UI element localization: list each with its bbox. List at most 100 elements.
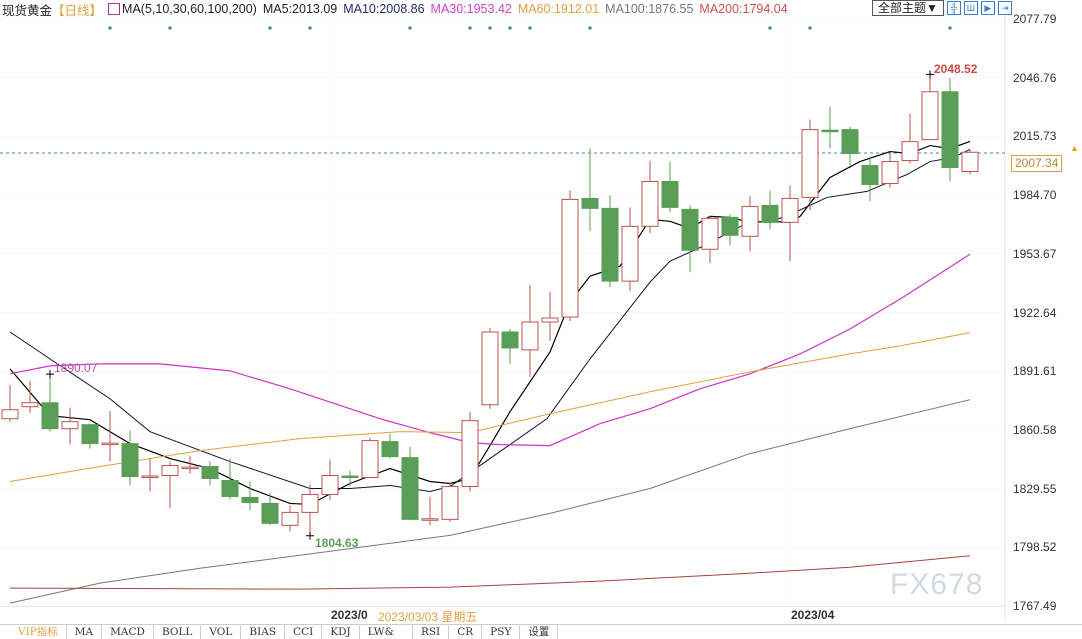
candle <box>321 459 339 501</box>
candle-body-down <box>941 91 959 169</box>
tab-macd[interactable]: MACD <box>102 625 154 639</box>
candle <box>21 380 39 413</box>
candle <box>901 113 919 164</box>
candle <box>261 492 279 526</box>
price-axis-label: 2046.76 <box>1013 70 1057 85</box>
candle-body-up <box>961 151 979 173</box>
ma5-value: MA5:2013.09 <box>262 2 338 16</box>
candle <box>241 481 259 511</box>
price-axis-label: 1984.70 <box>1013 188 1057 203</box>
event-dot <box>528 26 532 30</box>
tab-psy[interactable]: PSY <box>482 625 521 639</box>
candle <box>421 496 439 526</box>
candle-body-up <box>141 475 159 479</box>
price-axis-label: 1922.64 <box>1013 305 1057 320</box>
candle-body-down <box>41 402 59 430</box>
candle-body-down <box>501 331 519 349</box>
candle-body-down <box>261 502 279 524</box>
candle-body-down <box>581 197 599 209</box>
ma200-line <box>9 555 971 590</box>
symbol-title: 现货黄金 <box>2 3 53 18</box>
exit-icon[interactable]: ⇥ <box>997 1 1012 15</box>
candle-body-down <box>661 180 679 208</box>
candle-body-up <box>361 440 379 479</box>
tab-vol[interactable]: VOL <box>201 625 242 639</box>
price-axis-label: 2077.79 <box>1013 12 1057 26</box>
candle-body-down <box>821 129 839 133</box>
candle <box>841 126 859 166</box>
candle-body-down <box>721 216 739 236</box>
candle-body-up <box>321 475 339 495</box>
tab-kdj[interactable]: KDJ <box>322 625 360 639</box>
candle-body-down <box>201 466 219 479</box>
candle-body-up <box>301 493 319 513</box>
bar-panel-icon[interactable]: Ш <box>963 1 978 15</box>
chart-header: 现货黄金 【日线】 MA(5,10,30,60,100,200) MA5:201… <box>2 1 794 18</box>
event-dot <box>768 26 772 30</box>
candle <box>361 437 379 479</box>
candle-body-up <box>1 409 19 420</box>
tab-lwr[interactable]: LW& <box>360 625 413 639</box>
candle-body-up <box>521 321 539 351</box>
event-dot <box>508 26 512 30</box>
candle-body-up <box>801 129 819 198</box>
period-label[interactable]: 【日线】 <box>52 3 103 18</box>
candle <box>41 374 59 432</box>
candle-body-up <box>281 511 299 526</box>
candle-body-down <box>241 496 259 503</box>
tab-cci[interactable]: CCI <box>285 625 323 639</box>
candle <box>141 458 159 492</box>
tab-cr[interactable]: CR <box>449 625 483 639</box>
candle <box>441 482 459 522</box>
candle <box>301 484 319 536</box>
candle-body-down <box>861 165 879 185</box>
tab-vip[interactable]: VIP指标 <box>0 625 67 639</box>
candle-body-up <box>781 197 799 223</box>
tab-ma[interactable]: MA <box>67 625 103 639</box>
event-markers <box>108 26 952 30</box>
candle <box>61 407 79 445</box>
tab-bias[interactable]: BIAS <box>241 625 286 639</box>
moving-averages <box>9 140 971 604</box>
theme-select[interactable]: 全部主题▼ <box>872 0 944 16</box>
candle <box>821 106 839 149</box>
candle <box>521 285 539 377</box>
candle <box>861 156 879 202</box>
event-dot <box>488 26 492 30</box>
candle-body-down <box>81 424 99 445</box>
high-marker-icon <box>926 70 934 79</box>
candle <box>661 161 679 213</box>
event-dot <box>588 26 592 30</box>
price-axis-label: 1829.55 <box>1013 481 1057 496</box>
price-axis-label: 2015.73 <box>1013 129 1057 144</box>
event-dot <box>108 26 112 30</box>
price-axis-label: 1798.52 <box>1013 540 1057 555</box>
step-forward-icon[interactable]: ▶ <box>980 1 995 15</box>
ma10-value: MA10:2008.86 <box>343 2 425 16</box>
candle <box>281 505 299 532</box>
ma30-value: MA30:1953.42 <box>430 2 512 16</box>
candle-body-up <box>921 91 939 141</box>
candle-body-up <box>481 331 499 406</box>
price-axis-label: 1953.67 <box>1013 246 1057 261</box>
candle-body-up <box>561 198 579 318</box>
ma-indicator-icon[interactable] <box>108 3 121 15</box>
candle-body-up <box>621 225 639 282</box>
candle-body-down <box>221 480 239 497</box>
grid-lines <box>0 14 1006 622</box>
crosshair-icon[interactable]: ╬ <box>946 1 961 15</box>
candle <box>161 461 179 509</box>
price-axis-label: 1767.49 <box>1013 599 1057 613</box>
candle-body-up <box>61 421 79 430</box>
tab-boll[interactable]: BOLL <box>154 625 202 639</box>
ma60-line <box>9 332 971 482</box>
candle-body-down <box>761 204 779 223</box>
tab-settings[interactable]: 设置 <box>520 625 559 639</box>
tab-rsi[interactable]: RSI <box>413 625 450 639</box>
candle <box>621 207 639 292</box>
ma30-peak-annotation: 1890.07 <box>54 361 98 375</box>
ma100-value: MA100:1876.55 <box>605 2 694 16</box>
candle <box>501 328 519 364</box>
candle-body-up <box>881 161 899 184</box>
